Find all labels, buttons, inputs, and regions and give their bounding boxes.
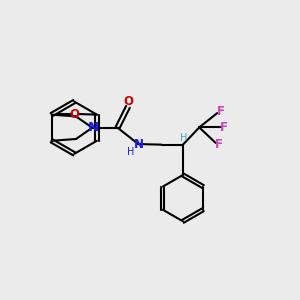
- Text: F: F: [220, 121, 228, 134]
- Text: O: O: [70, 107, 80, 121]
- Text: F: F: [215, 138, 223, 151]
- Text: H: H: [180, 133, 188, 143]
- Text: N: N: [88, 121, 99, 134]
- Text: H: H: [127, 147, 134, 157]
- Text: F: F: [217, 105, 225, 118]
- Text: N: N: [134, 138, 144, 151]
- Text: O: O: [124, 95, 134, 108]
